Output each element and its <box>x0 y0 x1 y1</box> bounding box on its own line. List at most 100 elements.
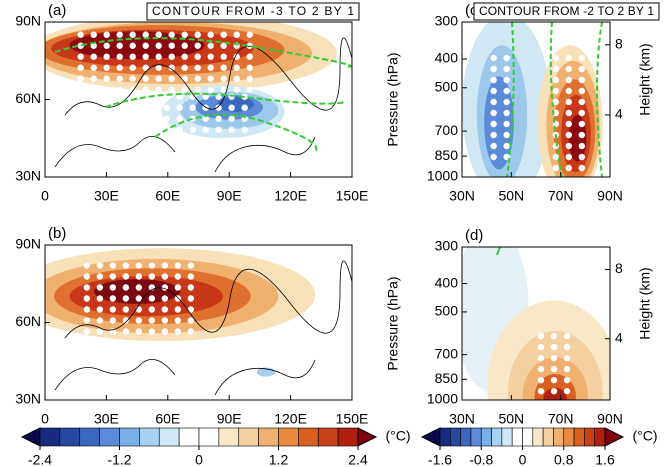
panel-field <box>462 247 610 400</box>
x-tick-label: 70N <box>548 188 574 204</box>
significance-dot <box>163 115 170 122</box>
significance-dot <box>194 75 201 82</box>
significance-dot <box>233 75 240 82</box>
significance-dot <box>233 53 240 60</box>
significance-dot <box>563 365 571 373</box>
significance-dot <box>578 109 585 117</box>
significance-dot <box>565 54 572 62</box>
significance-dot <box>537 365 545 373</box>
significance-dot <box>83 273 91 280</box>
significance-dot <box>202 93 209 100</box>
significance-dot <box>189 93 196 100</box>
y2-tick-label: 4 <box>615 106 623 122</box>
panel-label: (b) <box>48 225 66 242</box>
x-tick-label: 90N <box>597 188 623 204</box>
x-tick-label: 120E <box>274 411 307 427</box>
panel-field <box>45 245 352 400</box>
significance-dot <box>116 64 123 71</box>
significance-dot <box>194 64 201 71</box>
significance-dot <box>503 131 510 139</box>
significance-dot <box>565 131 572 139</box>
colorbar-box <box>258 427 279 447</box>
significance-dot <box>550 387 558 395</box>
significance-dot <box>220 31 227 38</box>
y-tick-label: 1000 <box>427 168 458 184</box>
significance-dot <box>490 98 497 106</box>
y2-axis-label: Height (km) <box>637 43 653 115</box>
note-box <box>473 2 660 21</box>
significance-dot <box>135 284 143 291</box>
significance-dot <box>194 53 201 60</box>
significance-dot <box>503 142 510 150</box>
significance-dot <box>176 104 183 111</box>
significance-dot <box>578 131 585 139</box>
significance-dot <box>233 31 240 38</box>
significance-dot <box>552 164 559 172</box>
significance-dot <box>135 273 143 280</box>
significance-dot <box>168 31 175 38</box>
significance-dot <box>116 53 123 60</box>
significance-dot <box>174 273 182 280</box>
significance-dot <box>202 126 209 133</box>
x-tick-label: 30E <box>94 188 119 204</box>
colorbar-end <box>420 427 441 447</box>
significance-dot <box>228 115 235 122</box>
significance-dot <box>122 284 130 291</box>
significance-dot <box>189 115 196 122</box>
colorbar-box <box>439 427 451 447</box>
colorbar-box <box>178 427 200 447</box>
significance-dot <box>490 109 497 117</box>
significance-dot <box>207 86 214 93</box>
significance-dot <box>109 262 117 269</box>
significance-dot <box>83 306 91 313</box>
x-tick-label: 30N <box>449 188 475 204</box>
significance-dot <box>174 262 182 269</box>
significance-dot <box>578 76 585 84</box>
significance-dot <box>142 86 149 93</box>
panel-frame <box>461 246 611 401</box>
significance-dot <box>215 104 222 111</box>
significance-dot <box>207 53 214 60</box>
significance-dot <box>129 75 136 82</box>
significance-dot <box>77 86 84 93</box>
significance-dot <box>96 328 104 335</box>
colorbar-box <box>480 427 492 447</box>
significance-dot <box>220 86 227 93</box>
y-tick-label: 30N <box>15 391 41 407</box>
significance-dot <box>135 262 143 269</box>
y-tick-label: 300 <box>435 238 459 254</box>
colorbar-tick-label: 0.8 <box>554 452 574 467</box>
significance-dot <box>168 86 175 93</box>
x-tick-label: 70N <box>548 411 574 427</box>
significance-dot <box>129 64 136 71</box>
significance-dot <box>155 86 162 93</box>
significance-dot <box>168 42 175 49</box>
significance-dot <box>109 284 117 291</box>
significance-dot <box>148 328 156 335</box>
significance-dot <box>148 262 156 269</box>
significance-dot <box>181 75 188 82</box>
significance-dot <box>187 317 195 324</box>
colorbar-box <box>460 427 472 447</box>
colorbar-box <box>198 427 220 447</box>
significance-dot <box>220 64 227 71</box>
significance-dot <box>155 31 162 38</box>
significance-dot <box>220 75 227 82</box>
significance-dot <box>503 54 510 62</box>
significance-dot <box>103 42 110 49</box>
significance-dot <box>503 87 510 95</box>
x-tick-label: 50N <box>498 411 524 427</box>
x-tick-label: 150E <box>336 188 369 204</box>
significance-dot <box>503 120 510 128</box>
colorbar-end <box>604 427 625 447</box>
contour <box>506 22 603 177</box>
y-tick-label: 90N <box>15 13 41 29</box>
significance-dot <box>161 262 169 269</box>
significance-dot <box>168 53 175 60</box>
colorbar-box <box>158 427 180 447</box>
significance-dot <box>148 273 156 280</box>
colorbar-box <box>59 427 81 447</box>
significance-dot <box>503 109 510 117</box>
significance-dot <box>246 86 253 93</box>
significance-dot <box>83 284 91 291</box>
